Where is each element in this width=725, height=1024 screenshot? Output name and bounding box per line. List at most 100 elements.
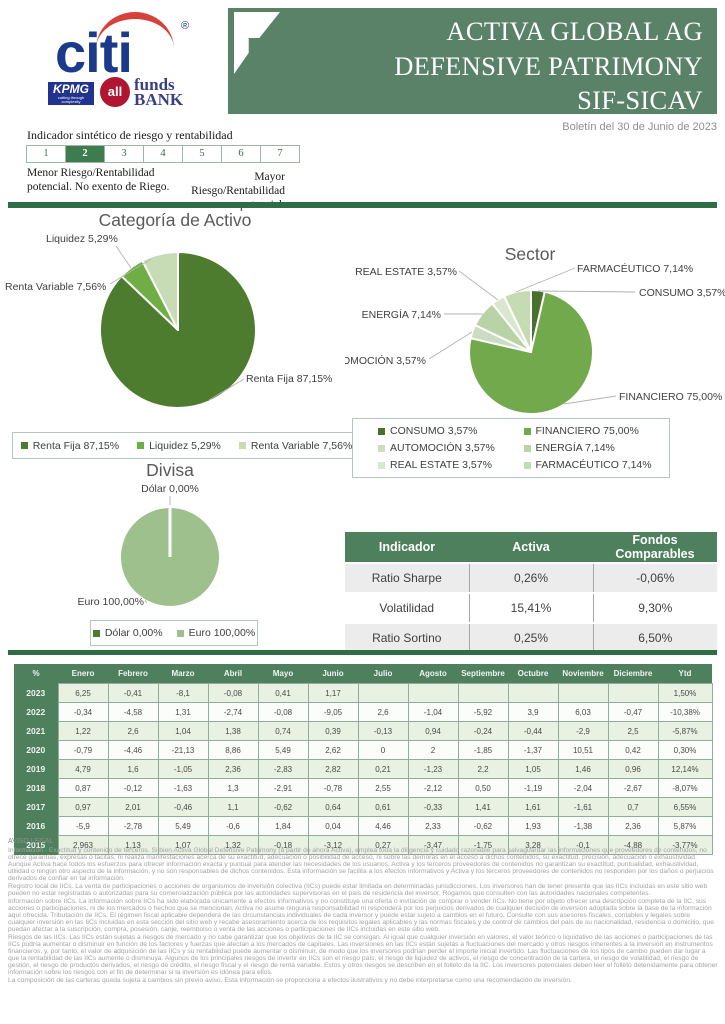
- return-value: 8,86: [207, 740, 259, 760]
- return-value: 1,22: [57, 721, 109, 741]
- year-label: 2018: [14, 778, 58, 798]
- return-value: 6,25: [57, 683, 109, 703]
- return-value: -1,04: [407, 702, 459, 722]
- return-value: 1,93: [507, 816, 559, 836]
- legal-disclaimer: AVISO LEGAL Información - Exactitud y co…: [8, 838, 718, 985]
- legend-label: Renta Fija 87,15%: [32, 439, 120, 452]
- pie-chart-sector: REAL ESTATE 3,57% FARMACÉUTICO 7,14% CONSU…: [345, 262, 725, 416]
- return-value: -5,92: [457, 702, 509, 722]
- legal-paragraph: Registro local de IICs. La venta de part…: [8, 883, 708, 897]
- return-value: -0,13: [357, 721, 409, 741]
- allfunds-funds-text: funds: [134, 75, 175, 94]
- label-leader-line: [208, 378, 245, 401]
- return-value: 0,96: [607, 759, 659, 779]
- return-value: -2,78: [107, 816, 159, 836]
- monthly-returns-table: % Enero Febrero Marzo Abril Mayo Junio Julio Ago…: [14, 664, 713, 855]
- legend-label: Renta Variable 7,56%: [250, 439, 353, 452]
- year-row: 2017 0,97 2,01 -0,46 1,1 -0,62 0,64 0,61 -0,33 1,…: [14, 797, 713, 817]
- return-value: -1,63: [157, 778, 209, 798]
- pie-data-label: Renta Fija 87,15%: [246, 373, 332, 385]
- return-value: -5,9: [57, 816, 109, 836]
- chart-title-categoria: Categoría de Activo: [98, 210, 252, 230]
- return-value: 2: [407, 740, 459, 760]
- return-value: 2,6: [357, 702, 409, 722]
- indicator-row: Volatilidad 15,41% 9,30%: [345, 593, 717, 623]
- return-value: -8,07%: [657, 778, 713, 798]
- return-value: 3,28: [507, 835, 559, 855]
- pie-data-label: FINANCIERO 75,00%: [619, 391, 722, 403]
- legend-swatch-icon: [176, 629, 184, 637]
- return-value: 10,51: [557, 740, 609, 760]
- legend-label: FINANCIERO 75,00%: [535, 425, 639, 437]
- legend-item: Renta Variable 7,56%: [238, 439, 353, 452]
- month-col-header: Julio: [358, 664, 408, 684]
- legal-paragraph: Riesgos de las IICs. Las IICs están suje…: [8, 934, 718, 976]
- return-value: 1,46: [557, 759, 609, 779]
- return-value: 2,62: [307, 740, 359, 760]
- indicator-col-header: Fondos Comparables: [593, 532, 717, 563]
- risk-level-1: 1: [26, 145, 66, 163]
- legend-swatch-icon: [137, 442, 145, 449]
- return-value: 1,6: [107, 759, 159, 779]
- pie-chart-divisa: Dólar 0,00% Euro 100,00%: [77, 483, 221, 608]
- kpmg-logo: KPMG cutting through complexity: [48, 82, 94, 105]
- year-label: 2016: [14, 816, 58, 836]
- legal-paragraphs: Información - Exactitud y contenido de t…: [8, 847, 718, 984]
- legend-categoria: Renta Fija 87,15% Liquidez 5,29% Renta Var…: [12, 432, 361, 459]
- return-value: -2,67: [607, 778, 659, 798]
- legal-paragraph: La composición de las carteras queda suj…: [8, 977, 572, 984]
- allfunds-circle-icon: all: [100, 77, 130, 107]
- risk-level-4: 4: [143, 145, 183, 163]
- return-value: 0,42: [607, 740, 659, 760]
- return-value: 2,963: [57, 835, 109, 855]
- legend-label: CONSUMO 3,57%: [390, 425, 478, 437]
- allfunds-logo-text: funds BANK: [134, 75, 183, 108]
- return-value: 1,84: [257, 816, 309, 836]
- return-value: 0,94: [407, 721, 459, 741]
- year-label: 2021: [14, 721, 58, 741]
- indicator-value: 0,25%: [468, 623, 593, 653]
- return-value: -0,08: [207, 683, 259, 703]
- legend-swatch-icon: [20, 442, 28, 449]
- return-value: 2,6: [107, 721, 159, 741]
- legal-paragraph: Información - Exactitud y contenido de t…: [8, 847, 714, 882]
- legend-swatch-icon: [378, 427, 385, 435]
- legend-sector: CONSUMO 3,57% FINANCIERO 75,00% AUTOMOCIÓN…: [352, 418, 670, 478]
- month-col-header: Diciembre: [608, 664, 658, 684]
- return-value: -3,77%: [657, 835, 713, 855]
- legend-swatch-icon: [238, 442, 246, 449]
- return-value: -0,33: [407, 797, 459, 817]
- kpmg-tagline: cutting through complexity: [57, 95, 85, 104]
- legend-swatch-icon: [523, 461, 531, 469]
- return-value: 0,61: [357, 797, 409, 817]
- return-value: 1,13: [107, 835, 159, 855]
- legend-item: FARMACÉUTICO 7,14%: [523, 459, 670, 471]
- pie-data-label: AUTOMOCIÓN 3,57%: [345, 354, 426, 367]
- legend-item: REAL ESTATE 3,57%: [378, 459, 524, 471]
- return-value: 0,21: [357, 759, 409, 779]
- return-value: 2,55: [357, 778, 409, 798]
- pie-data-label: Renta Variable 7,56%: [5, 281, 106, 293]
- return-value: 0,7: [607, 797, 659, 817]
- year-row: 2023 6,25 -0,41 -8,1 -0,08 0,41 1,17 1,50%: [14, 683, 713, 703]
- banner-flag-icon: [234, 12, 280, 74]
- title-banner: ACTIVA GLOBAL AG DEFENSIVE PATRIMONY SIF…: [228, 8, 717, 115]
- legend-swatch-icon: [523, 444, 531, 452]
- legend-divisa: Dólar 0,00% Euro 100,00%: [90, 620, 258, 646]
- year-row: 2022 -0,34 -4,58 1,31 -2,74 -0,08 -9,05 2,6 -1,0…: [14, 702, 713, 722]
- return-value: 0,50: [457, 778, 509, 798]
- return-value: 5,87%: [657, 816, 713, 836]
- return-value: [507, 683, 559, 703]
- return-value: -0,41: [107, 683, 159, 703]
- return-value: -0,46: [157, 797, 209, 817]
- return-value: 5,49: [257, 740, 309, 760]
- indicator-value: 9,30%: [592, 593, 717, 623]
- return-value: -3,12: [307, 835, 359, 855]
- legend-swatch-icon: [378, 444, 385, 452]
- month-col-header: Marzo: [158, 664, 208, 684]
- return-value: 5,49: [157, 816, 209, 836]
- return-value: 0,74: [257, 721, 309, 741]
- pie-data-label: Euro 100,00%: [77, 596, 144, 608]
